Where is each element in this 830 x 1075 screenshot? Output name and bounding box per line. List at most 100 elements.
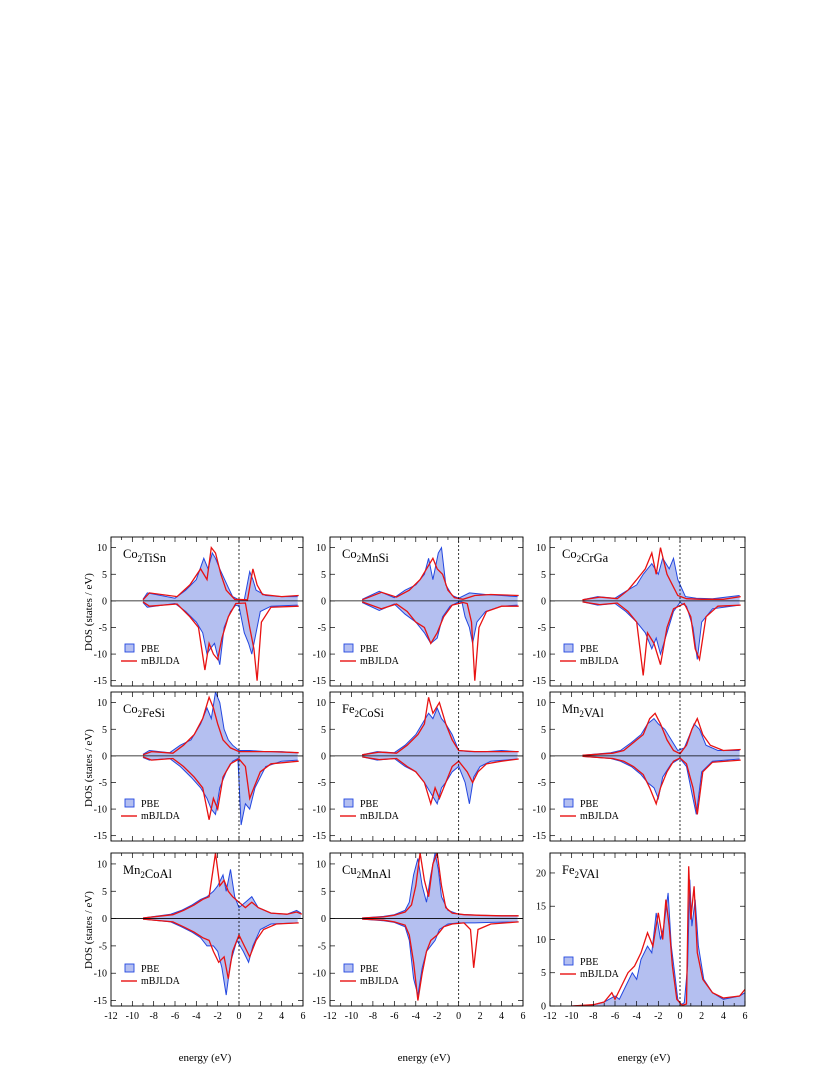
panel-title: Co2FeSi xyxy=(123,702,166,720)
y-tick-label: -15 xyxy=(533,831,546,842)
pbe-line-down xyxy=(362,756,518,806)
y-tick-label: 0 xyxy=(541,1002,546,1013)
x-tick-label: -8 xyxy=(589,1011,597,1022)
legend-pbe-swatch xyxy=(124,643,135,653)
x-tick-label: -12 xyxy=(543,1011,556,1022)
pbe-fill-down xyxy=(111,918,298,996)
x-tick-label: 0 xyxy=(237,1011,242,1022)
y-tick-label: -10 xyxy=(94,650,107,661)
y-tick-label: -5 xyxy=(318,623,326,634)
y-tick-label: 5 xyxy=(321,570,326,581)
mbj-line-up xyxy=(142,853,303,919)
y-tick-label: 0 xyxy=(102,596,107,607)
legend-pbe-label: PBE xyxy=(360,964,378,975)
panel-Mn2CoAl: -12 -10 -8 -6 -4 -2 0 2 4 6 -15 -10 -5 0 5 10 Mn2CoAl PBE… xyxy=(94,852,306,1022)
panel-title: Fe2CoSi xyxy=(342,702,385,720)
y-axis-label-row-1: DOS (states / eV) xyxy=(83,573,95,651)
y-tick-label: -15 xyxy=(533,676,546,687)
panel-title: Co2CrGa xyxy=(562,547,609,565)
x-tick-label: -4 xyxy=(192,1011,200,1022)
x-tick-label: -4 xyxy=(412,1011,420,1022)
x-tick-label: -2 xyxy=(654,1011,662,1022)
pbe-line-down xyxy=(582,755,740,815)
pbe-fill-down xyxy=(550,755,740,815)
pbe-fill-up xyxy=(550,718,740,756)
mbj-line-down xyxy=(362,756,519,807)
mbj-line-up xyxy=(361,556,519,601)
legend-mbj-label: mBJLDA xyxy=(141,811,181,822)
pbe-fill-down xyxy=(550,600,740,660)
legend-mbj-label: mBJLDA xyxy=(141,656,181,667)
y-tick-label: 20 xyxy=(536,868,546,879)
legend-pbe-swatch xyxy=(563,798,574,808)
pbe-fill-down xyxy=(330,755,518,804)
y-tick-label: 10 xyxy=(97,698,107,709)
plot-area xyxy=(111,853,303,1006)
y-tick-label: 5 xyxy=(102,725,107,736)
legend-pbe-label: PBE xyxy=(360,799,378,810)
y-tick-label: -15 xyxy=(94,996,107,1007)
y-tick-label: -10 xyxy=(313,805,326,816)
y-tick-label: -10 xyxy=(94,969,107,980)
y-tick-label: 5 xyxy=(102,887,107,898)
y-tick-label: 5 xyxy=(321,887,326,898)
y-tick-label: -10 xyxy=(533,805,546,816)
mbj-line-down xyxy=(582,755,741,815)
panel-title: Mn2CoAl xyxy=(123,863,172,881)
legend-pbe-swatch xyxy=(124,798,135,808)
y-tick-label: 0 xyxy=(541,596,546,607)
x-axis-label-col-3: energy (eV) xyxy=(618,1052,671,1064)
x-tick-label: -6 xyxy=(611,1011,619,1022)
x-tick-label: -2 xyxy=(213,1011,221,1022)
y-tick-label: 10 xyxy=(97,859,107,870)
x-tick-label: -12 xyxy=(323,1011,336,1022)
x-tick-label: -6 xyxy=(390,1011,398,1022)
y-tick-label: 5 xyxy=(321,725,326,736)
pbe-fill-down xyxy=(330,600,518,644)
pbe-line-up xyxy=(142,692,298,755)
x-tick-label: 6 xyxy=(743,1011,748,1022)
y-tick-label: 10 xyxy=(536,543,546,554)
y-tick-label: 15 xyxy=(536,902,546,913)
x-tick-label: 2 xyxy=(699,1011,704,1022)
y-tick-label: 10 xyxy=(316,543,326,554)
y-tick-label: -5 xyxy=(318,941,326,952)
pbe-line-up xyxy=(361,546,518,600)
x-tick-label: 2 xyxy=(258,1011,263,1022)
pbe-fill-up xyxy=(111,692,298,756)
x-tick-label: 0 xyxy=(456,1011,461,1022)
y-tick-label: 5 xyxy=(541,570,546,581)
pbe-fill-up xyxy=(330,853,518,919)
legend-pbe-label: PBE xyxy=(141,964,159,975)
x-tick-label: -10 xyxy=(565,1011,578,1022)
mbj-line-down xyxy=(361,601,519,681)
legend-mbj-label: mBJLDA xyxy=(141,976,181,987)
y-tick-label: -5 xyxy=(99,623,107,634)
legend-pbe-label: PBE xyxy=(580,957,598,968)
x-tick-label: -2 xyxy=(433,1011,441,1022)
x-tick-label: 0 xyxy=(678,1011,683,1022)
x-tick-label: -10 xyxy=(126,1011,139,1022)
legend-mbj-label: mBJLDA xyxy=(360,811,400,822)
pbe-line-up xyxy=(142,551,298,601)
legend-pbe-swatch xyxy=(343,798,354,808)
x-tick-label: -8 xyxy=(369,1011,377,1022)
pbe-fill-down xyxy=(111,600,298,665)
pbe-fill-up xyxy=(111,553,298,601)
pbe-line-up xyxy=(571,879,745,1006)
legend-pbe-label: PBE xyxy=(580,799,598,810)
x-tick-label: -4 xyxy=(632,1011,640,1022)
pbe-line-up xyxy=(582,556,740,601)
y-tick-label: 10 xyxy=(536,935,546,946)
